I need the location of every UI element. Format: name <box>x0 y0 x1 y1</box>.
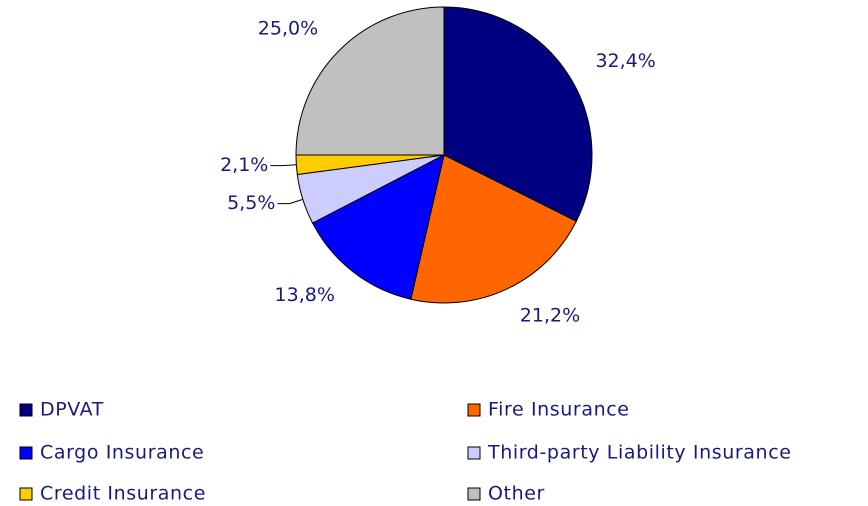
leader-line <box>270 164 297 167</box>
legend-label: Third-party Liability Insurance <box>487 442 792 464</box>
legend-swatch <box>467 403 481 417</box>
data-label: 25,0% <box>258 18 318 40</box>
legend-swatch <box>19 487 33 501</box>
pie-slice <box>443 6 593 223</box>
data-label: 13,8% <box>275 284 335 306</box>
legend-swatch <box>467 487 481 501</box>
pie-slice <box>311 154 445 300</box>
legend-label: Cargo Insurance <box>40 442 204 464</box>
legend-label: Credit Insurance <box>40 483 206 505</box>
data-label: 21,2% <box>520 305 580 327</box>
pie-slice <box>295 6 445 156</box>
leader-line <box>277 198 303 205</box>
legend-swatch <box>19 403 33 417</box>
legend-swatch <box>467 446 481 460</box>
legend-label: Fire Insurance <box>488 399 630 421</box>
legend-label: Other <box>488 483 545 505</box>
data-label: 32,4% <box>595 50 655 72</box>
legend-swatch <box>19 446 33 460</box>
pie-slice <box>410 154 577 304</box>
data-label: 2,1% <box>220 154 268 176</box>
data-label: 5,5% <box>227 192 275 214</box>
legend-label: DPVAT <box>40 399 104 421</box>
